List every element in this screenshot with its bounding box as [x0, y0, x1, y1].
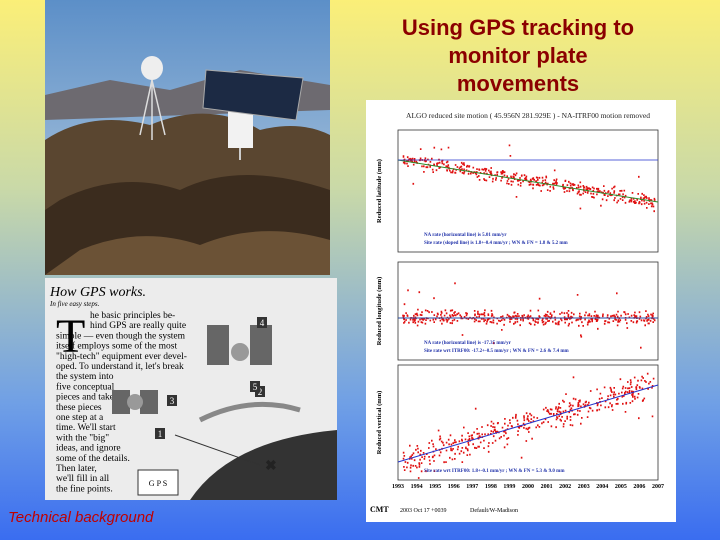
title-line: movements: [456, 71, 580, 96]
plot-footer: CMT: [370, 505, 389, 514]
article-line: pieces and take: [56, 393, 114, 403]
article-line: ideas, and ignore: [56, 444, 121, 454]
year-label: 1998: [485, 484, 497, 490]
gps-plot: ALGO reduced site motion ( 45.956N 281.9…: [366, 100, 676, 522]
year-label: 2001: [541, 484, 553, 490]
trend-line: [397, 159, 659, 203]
title-line: monitor plate: [448, 43, 588, 68]
svg-text:✖: ✖: [265, 459, 277, 474]
panel-label: Reduced latitude (mm): [376, 159, 383, 223]
article-line: he basic principles be-: [90, 311, 175, 321]
title-line: Using GPS tracking to: [401, 15, 635, 40]
article-line: hind GPS are really quite: [90, 321, 186, 331]
panel-note: NA rate (horizontal line) is 5.01 mm/yr: [424, 233, 507, 238]
year-label: 2007: [652, 484, 664, 490]
article-line: Then later,: [56, 464, 97, 474]
step-badge: [257, 317, 267, 328]
article-line: five conceptual: [56, 381, 115, 392]
article-scan: How GPS works. In five easy steps. T he …: [45, 278, 337, 500]
article-heading: How GPS works.: [49, 285, 146, 300]
article-line: we'll fill in all: [56, 473, 110, 484]
panel-label: Reduced vertical (mm): [376, 391, 383, 455]
panel-note: NA rate (horizontal line) is -17.35 mm/y…: [424, 341, 512, 346]
panel-note: Site rate wrt ITRF00: 1.8+-0.1 mm/yr ; W…: [424, 469, 565, 474]
article-line: itself employs some of the most: [56, 341, 177, 352]
year-label: 1995: [429, 484, 441, 490]
photo: [45, 0, 330, 276]
article-dropcap: T: [56, 310, 85, 363]
year-label: 1993: [392, 484, 404, 490]
year-label: 1999: [503, 484, 515, 490]
year-label: 1996: [448, 484, 460, 490]
step-number: 1: [158, 429, 163, 439]
slide-title: Using GPS tracking to monitor plate move…: [360, 14, 676, 98]
year-label: 2005: [615, 484, 627, 490]
year-label: 2004: [596, 484, 608, 490]
trend-line: [397, 384, 659, 463]
article-line: some of the details.: [56, 453, 130, 464]
step-badge: [155, 428, 165, 439]
article-line: with the "big": [56, 433, 109, 443]
article-line: "high-tech" equipment ever devel-: [56, 352, 187, 362]
plot-title: ALGO reduced site motion ( 45.956N 281.9…: [406, 111, 650, 120]
article-byline: In five easy steps.: [49, 300, 100, 308]
article-line: time. We'll start: [56, 423, 116, 433]
panel-frame: [397, 364, 659, 481]
year-label: 2006: [633, 484, 645, 490]
year-label: 2003: [578, 484, 590, 490]
step-badge: [250, 381, 260, 392]
article-logo: G P S: [149, 479, 167, 488]
article-line: these pieces: [56, 403, 102, 413]
panel-frame: [397, 129, 659, 253]
article-line: the system into: [56, 372, 114, 382]
plot-footer: 2003 Oct 17 +0039: [400, 508, 447, 514]
article-line: one step at a: [56, 413, 104, 423]
panel-frame: [397, 261, 659, 361]
caption: Technical background: [8, 509, 154, 526]
article-line: the fine points.: [56, 483, 113, 494]
step-number: 4: [260, 318, 265, 328]
panel-note: Site rate (sloped line) is 1.8+-0.4 mm/y…: [424, 241, 569, 246]
scatter-noise: [402, 144, 656, 213]
year-label: 1997: [466, 484, 478, 490]
step-number: 3: [170, 396, 175, 406]
year-label: 1994: [411, 484, 423, 490]
plot-footer: Default/W-Madison: [470, 507, 518, 514]
panel-label: Reduced longitude (mm): [376, 277, 383, 346]
step-number: 5: [253, 382, 258, 392]
year-label: 2002: [559, 484, 571, 490]
article-line: oped. To understand it, let's break: [56, 362, 184, 372]
article-line: simple — even though the system: [56, 331, 186, 341]
year-label: 2000: [522, 484, 534, 490]
panel-note: Site rate wrt ITRF00: -17.2+-0.5 mm/yr ;…: [424, 349, 569, 354]
step-badge: [167, 395, 177, 406]
